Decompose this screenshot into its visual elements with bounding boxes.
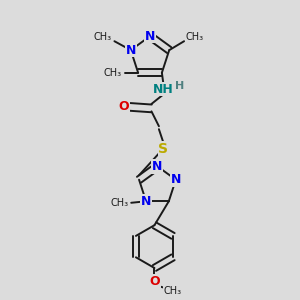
Text: CH₃: CH₃	[110, 198, 128, 208]
Text: N: N	[145, 30, 155, 43]
Text: CH₃: CH₃	[163, 286, 182, 296]
Text: O: O	[119, 100, 129, 113]
Text: N: N	[141, 195, 151, 208]
Text: O: O	[149, 275, 160, 288]
Text: S: S	[158, 142, 168, 155]
Text: CH₃: CH₃	[94, 32, 112, 42]
Text: N: N	[126, 44, 136, 57]
Text: H: H	[175, 81, 184, 91]
Text: N: N	[152, 160, 163, 173]
Text: N: N	[171, 173, 181, 186]
Text: CH₃: CH₃	[104, 68, 122, 78]
Text: CH₃: CH₃	[185, 32, 203, 42]
Text: NH: NH	[153, 82, 174, 96]
